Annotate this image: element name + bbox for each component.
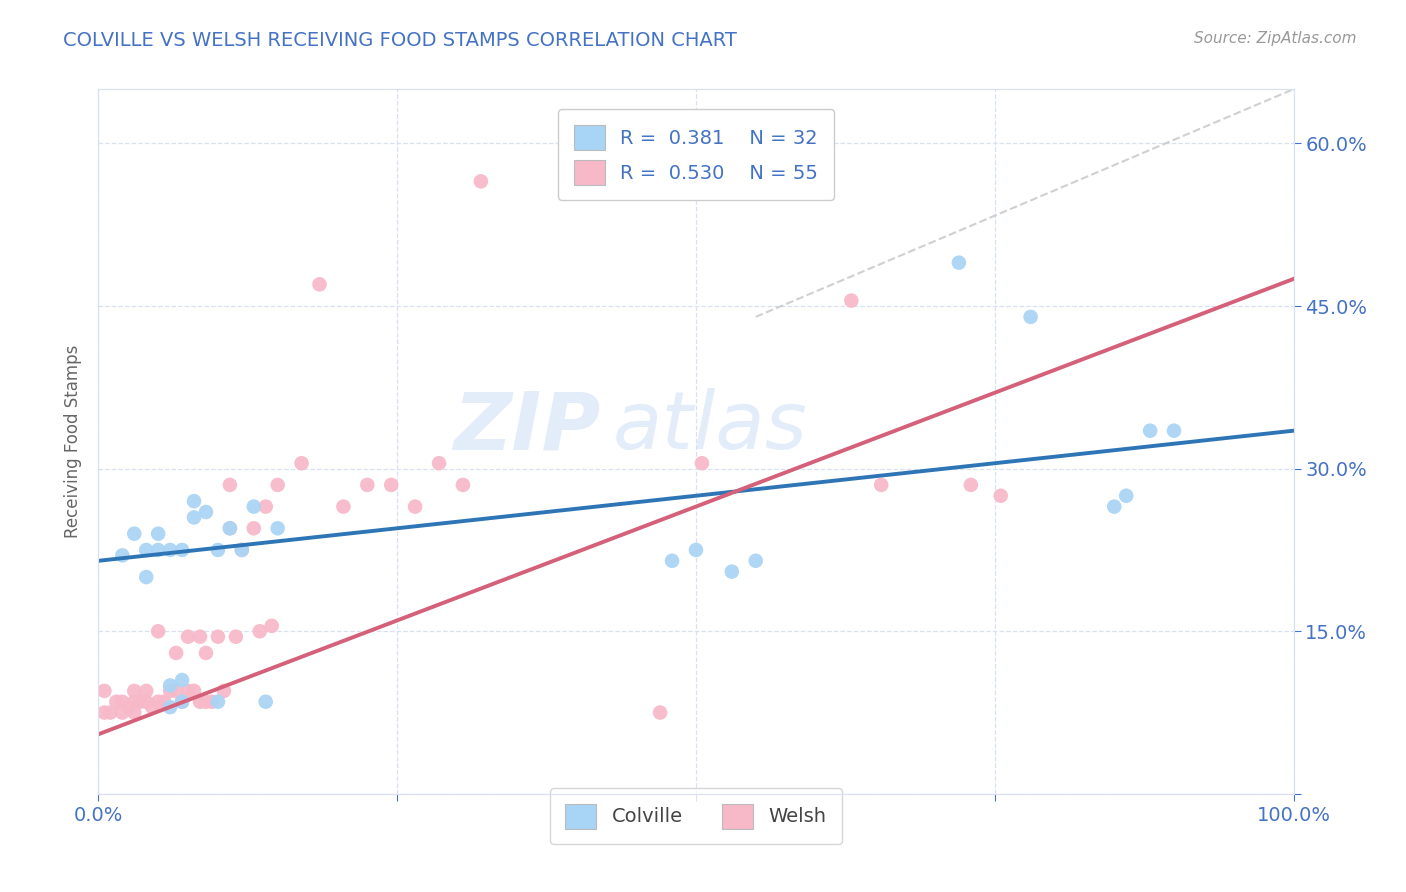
Point (470, 174, 492, 188)
Point (129, 695, 152, 709)
Point (661, 554, 683, 568)
Point (172, 695, 194, 709)
Point (195, 695, 218, 709)
Point (1104, 500, 1126, 514)
Point (427, 456, 450, 470)
Point (135, 570, 157, 584)
Text: ZIP: ZIP (453, 388, 600, 467)
Point (219, 478, 242, 492)
Point (195, 646, 218, 660)
Point (135, 684, 157, 698)
Point (356, 478, 378, 492)
Point (141, 700, 163, 714)
Point (249, 624, 271, 639)
Point (159, 700, 181, 714)
Point (219, 521, 242, 535)
Point (159, 543, 181, 558)
Point (148, 526, 170, 541)
Point (960, 478, 983, 492)
Point (124, 684, 146, 698)
Point (98, 706, 122, 720)
Point (451, 478, 474, 492)
Point (201, 695, 224, 709)
Point (183, 510, 205, 524)
Point (1163, 424, 1185, 438)
Point (165, 646, 187, 660)
Point (207, 695, 229, 709)
Point (124, 695, 146, 709)
Point (105, 695, 128, 709)
Point (1139, 424, 1161, 438)
Point (332, 500, 354, 514)
Point (870, 478, 893, 492)
Point (212, 684, 235, 698)
Point (177, 684, 200, 698)
Point (260, 619, 283, 633)
Text: COLVILLE VS WELSH RECEIVING FOOD STAMPS CORRELATION CHART: COLVILLE VS WELSH RECEIVING FOOD STAMPS … (63, 31, 737, 50)
Legend: Colville, Welsh: Colville, Welsh (550, 788, 842, 844)
Point (231, 543, 253, 558)
Point (124, 526, 146, 541)
Point (1115, 489, 1137, 503)
Point (153, 695, 176, 709)
Point (745, 554, 768, 568)
Point (165, 684, 187, 698)
Point (291, 456, 314, 470)
Point (111, 695, 134, 709)
Point (195, 505, 218, 519)
Point (117, 700, 139, 714)
Point (990, 489, 1012, 503)
Point (267, 521, 290, 535)
Point (183, 494, 205, 508)
Point (243, 500, 266, 514)
Point (254, 500, 277, 514)
Point (690, 456, 713, 470)
Point (124, 706, 146, 720)
Point (177, 630, 200, 644)
Point (404, 500, 426, 514)
Point (380, 478, 402, 492)
Point (135, 543, 157, 558)
Point (148, 624, 170, 639)
Point (231, 543, 253, 558)
Point (254, 695, 277, 709)
Point (93, 684, 115, 698)
Point (188, 630, 211, 644)
Point (93, 706, 115, 720)
Point (243, 521, 266, 535)
Point (183, 684, 205, 698)
Point (148, 695, 170, 709)
Y-axis label: Receiving Food Stamps: Receiving Food Stamps (65, 345, 83, 538)
Point (648, 706, 672, 720)
Point (207, 630, 229, 644)
Point (111, 706, 134, 720)
Text: Source: ZipAtlas.com: Source: ZipAtlas.com (1194, 31, 1357, 46)
Point (225, 630, 247, 644)
Point (188, 695, 211, 709)
Point (1019, 310, 1042, 324)
Point (135, 695, 157, 709)
Point (172, 673, 194, 687)
Point (159, 678, 181, 692)
Point (948, 255, 970, 269)
Point (841, 293, 863, 308)
Point (172, 695, 194, 709)
Point (308, 277, 330, 292)
Point (159, 684, 181, 698)
Text: atlas: atlas (613, 388, 807, 467)
Point (111, 549, 134, 563)
Point (148, 543, 170, 558)
Point (207, 543, 229, 558)
Point (685, 543, 707, 558)
Point (267, 478, 290, 492)
Point (219, 521, 242, 535)
Point (721, 565, 744, 579)
Point (172, 543, 194, 558)
